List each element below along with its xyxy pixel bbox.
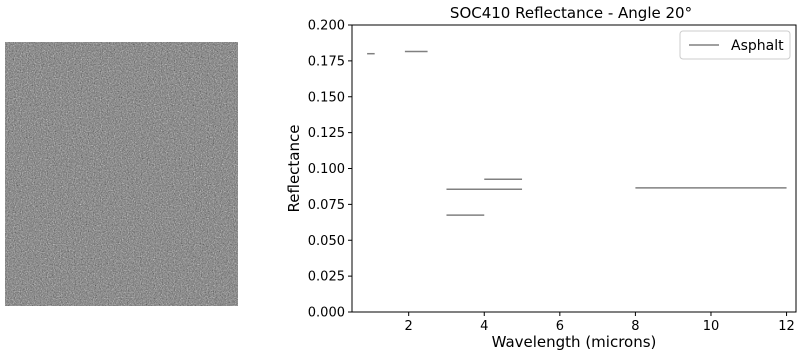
x-axis-label: Wavelength (microns): [492, 333, 657, 351]
y-tick-label: 0.075: [308, 198, 345, 213]
y-tick-label: 0.050: [308, 234, 345, 249]
y-axis-label: Reflectance: [285, 125, 303, 213]
y-tick-label: 0.100: [308, 162, 345, 177]
plot-frame: [351, 24, 797, 313]
x-tick-label: 12: [778, 319, 795, 334]
y-tick-label: 0.200: [308, 19, 345, 34]
chart-title: SOC410 Reflectance - Angle 20°: [450, 4, 692, 22]
x-tick-label: 10: [703, 319, 720, 334]
x-tick-label: 4: [480, 319, 488, 334]
x-tick-label: 6: [556, 319, 564, 334]
y-tick-label: 0.175: [308, 54, 345, 69]
asphalt-texture-photo: [5, 42, 238, 306]
y-tick-label: 0.025: [308, 270, 345, 285]
legend: Asphalt: [679, 30, 791, 60]
y-tick-label: 0.000: [308, 306, 345, 321]
y-tick-label: 0.150: [308, 90, 345, 105]
legend-box: [679, 30, 791, 60]
legend-label-asphalt: Asphalt: [731, 38, 784, 54]
x-tick-label: 2: [405, 319, 413, 334]
y-tick-label: 0.125: [308, 126, 345, 141]
x-tick-label: 8: [631, 319, 639, 334]
